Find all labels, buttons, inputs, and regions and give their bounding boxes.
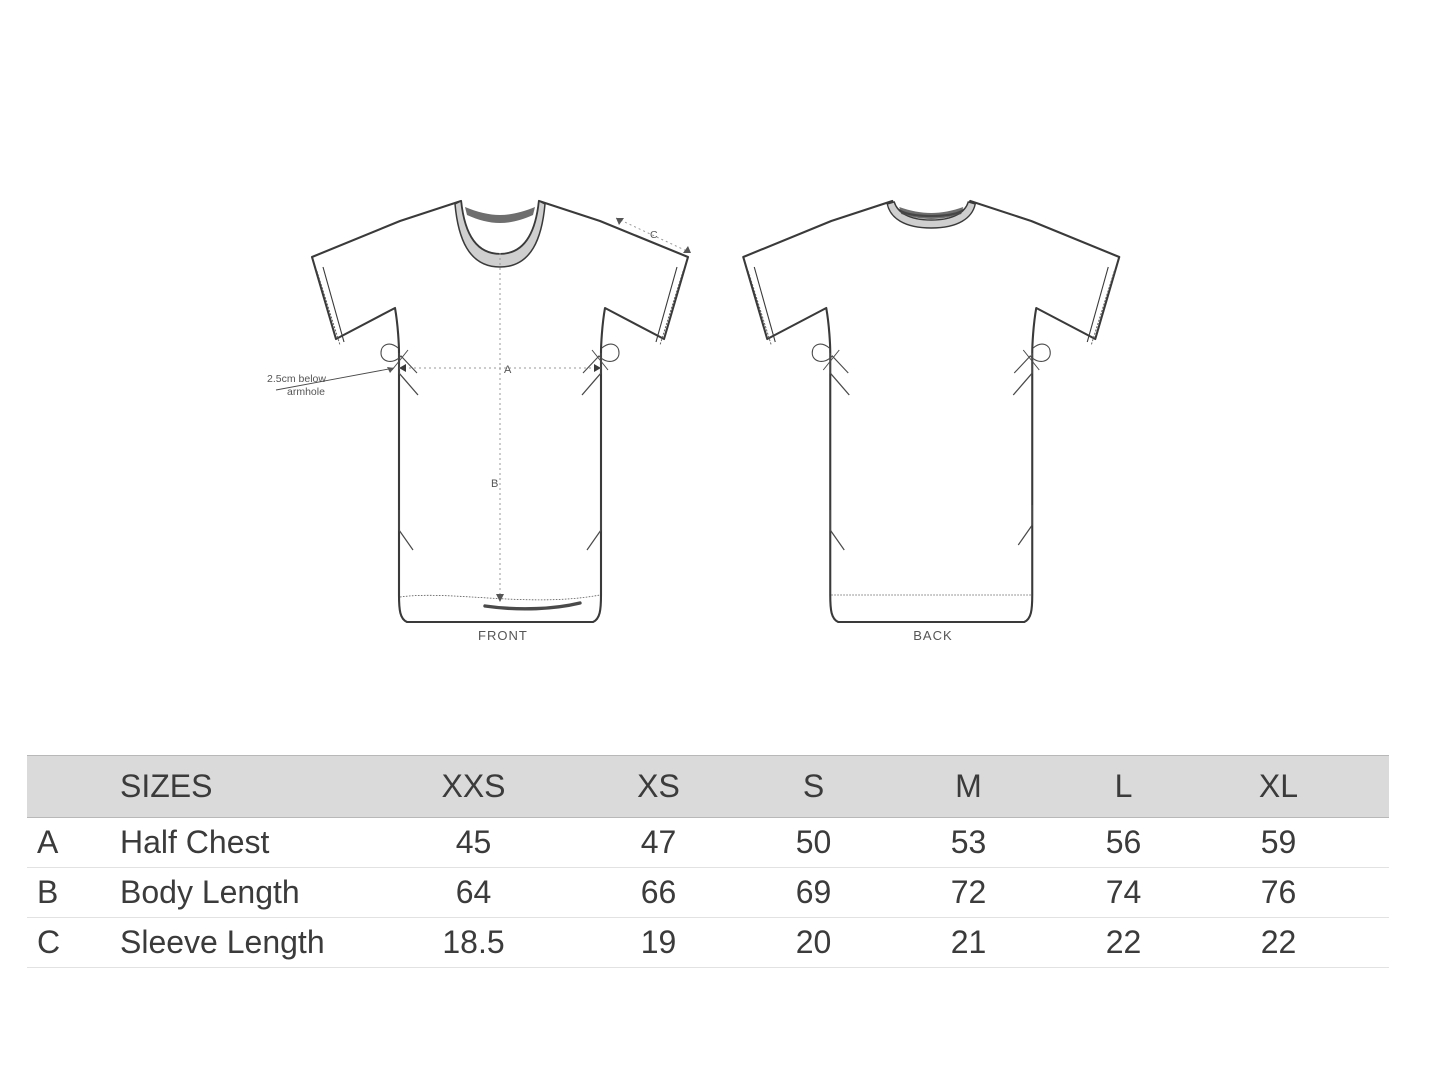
svg-text:C: C (650, 229, 658, 241)
svg-text:2.5cm below: 2.5cm below (267, 373, 326, 385)
svg-text:A: A (504, 364, 512, 376)
svg-text:armhole: armhole (287, 386, 325, 398)
svg-text:FRONT: FRONT (478, 628, 528, 643)
svg-text:BACK: BACK (913, 628, 952, 643)
svg-text:B: B (491, 478, 498, 490)
